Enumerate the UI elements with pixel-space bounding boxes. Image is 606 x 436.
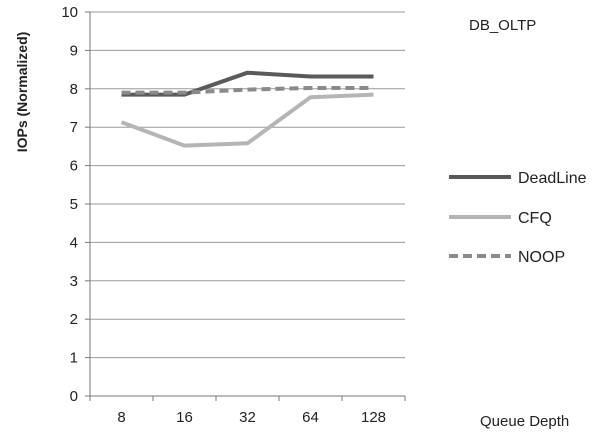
y-tick-label-0: 0: [70, 388, 78, 405]
x-tick-label-3: 64: [302, 409, 319, 426]
y-tick-label-9: 9: [70, 42, 78, 59]
legend-label-cfq: CFQ: [518, 210, 552, 227]
x-axis-label: Queue Depth: [480, 413, 569, 430]
x-tick-label-1: 16: [176, 409, 193, 426]
series-line-noop: [121, 86, 374, 95]
y-tick-labels: 0 1 2 3 4 5 6 7 8 9 10: [61, 4, 78, 405]
y-tick-label-7: 7: [70, 119, 78, 136]
series-line-cfq: [120, 92, 374, 148]
legend-label-noop: NOOP: [518, 249, 565, 266]
y-tick-label-4: 4: [70, 234, 78, 251]
series-line-deadline: [121, 70, 374, 97]
y-tick-label-3: 3: [70, 273, 78, 290]
legend: DeadLine CFQ NOOP: [449, 170, 587, 266]
y-tick-label-5: 5: [70, 196, 78, 213]
x-tick-label-2: 32: [239, 409, 256, 426]
y-axis-label: IOPs (Normalized): [14, 32, 30, 153]
y-tick-label-1: 1: [70, 350, 78, 367]
y-tick-label-10: 10: [61, 4, 78, 21]
series-lines: [120, 70, 374, 148]
axes: [85, 11, 406, 401]
y-tick-label-6: 6: [70, 158, 78, 175]
x-tick-labels: 8 16 32 64 128: [117, 409, 386, 426]
gridlines: [90, 11, 405, 359]
y-tick-label-2: 2: [70, 311, 78, 328]
legend-label-deadline: DeadLine: [518, 170, 587, 187]
chart-title: DB_OLTP: [469, 17, 536, 34]
x-tick-label-4: 128: [361, 409, 386, 426]
x-tick-label-0: 8: [117, 409, 125, 426]
y-tick-label-8: 8: [70, 81, 78, 98]
